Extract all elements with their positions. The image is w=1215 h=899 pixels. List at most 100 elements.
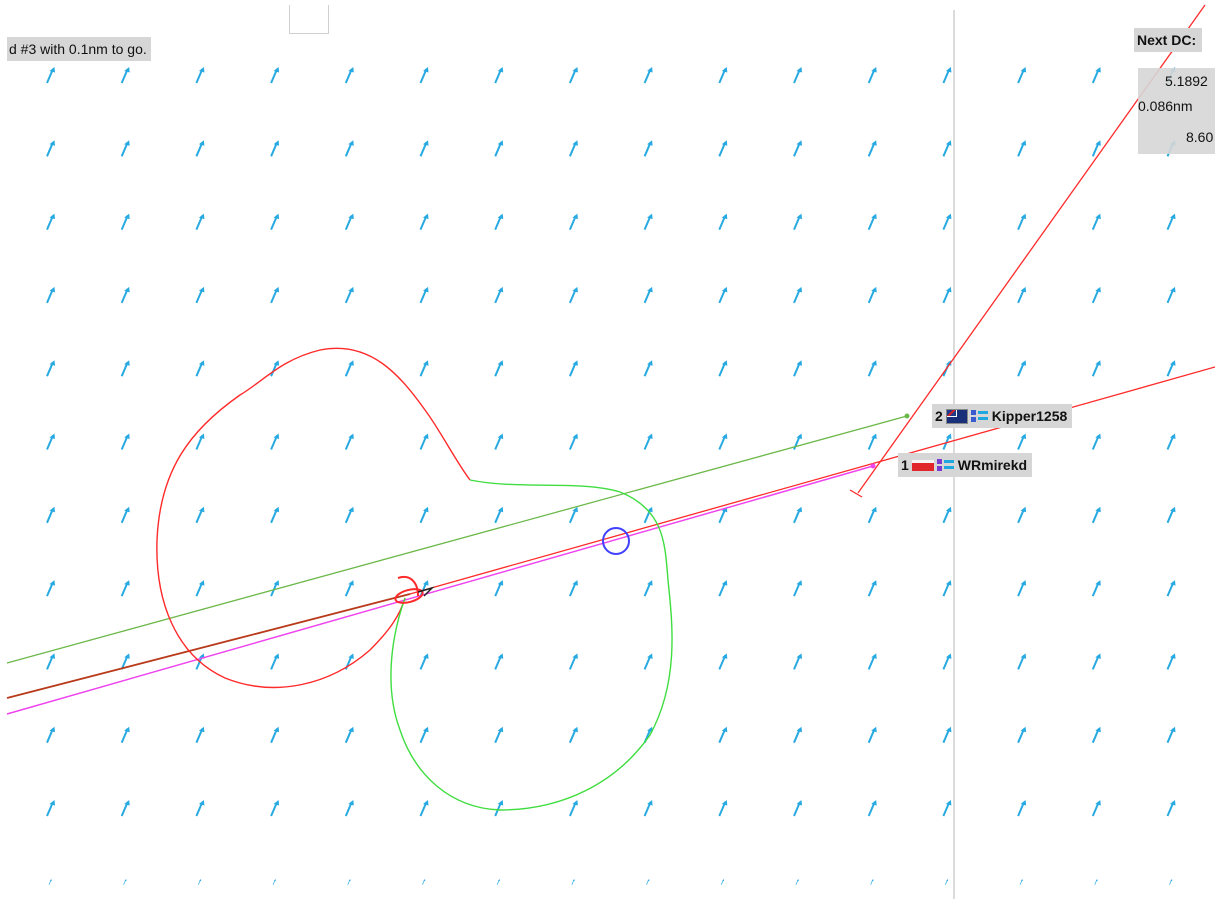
- team-logo-icon: [970, 410, 988, 422]
- wind-arrow-icon: [1017, 67, 1027, 84]
- wind-arrow-icon: [568, 800, 578, 817]
- course-line-red-tick: [849, 489, 863, 498]
- wind-arrow-icon: [643, 360, 653, 377]
- wind-arrow-icon: [272, 879, 276, 885]
- wind-arrow-icon: [1166, 506, 1176, 524]
- boat-icon[interactable]: [394, 576, 435, 605]
- wind-arrow-icon: [344, 67, 354, 84]
- wind-arrow-icon: [1094, 879, 1098, 885]
- wind-arrow-icon: [568, 580, 578, 597]
- wind-arrow-icon: [643, 433, 653, 450]
- wind-arrow-icon: [195, 67, 205, 84]
- wind-arrow-icon: [270, 726, 280, 744]
- wind-arrow-icon: [46, 726, 55, 744]
- wind-arrow-icon: [494, 653, 504, 670]
- wind-arrow-icon: [195, 286, 205, 304]
- wind-arrow-icon: [568, 653, 578, 670]
- wind-arrow-icon: [1166, 213, 1176, 230]
- wind-arrow-icon: [270, 433, 280, 450]
- wind-arrow-icon: [494, 800, 504, 817]
- wind-arrow-icon: [718, 653, 728, 670]
- course-line-red-long: [409, 366, 1215, 595]
- wind-arrow-icon: [344, 506, 354, 524]
- wind-arrow-icon: [793, 213, 802, 230]
- next-dc-title: Next DC:: [1134, 28, 1203, 52]
- wind-arrow-icon: [643, 800, 653, 817]
- wind-arrow-icon: [46, 506, 55, 524]
- wind-arrow-icon: [1091, 360, 1101, 377]
- wind-arrow-icon: [120, 213, 130, 230]
- kipper-position-dot[interactable]: [904, 413, 910, 419]
- wind-arrow-icon: [46, 213, 55, 230]
- boat-label-kipper[interactable]: 2 Kipper1258: [932, 404, 1073, 428]
- target-circle-icon[interactable]: [602, 527, 630, 555]
- team-logo-icon: [936, 459, 954, 471]
- wind-arrow-icon: [867, 726, 877, 744]
- wind-arrow-icon: [643, 653, 653, 670]
- wind-arrow-icon: [1091, 800, 1101, 817]
- course-line-green: [6, 415, 908, 664]
- wrmirekd-position-dot[interactable]: [870, 463, 876, 469]
- wind-arrow-icon: [1169, 879, 1173, 885]
- wind-arrow-icon: [1091, 140, 1101, 157]
- wind-arrow-icon: [718, 140, 728, 157]
- wind-arrow-icon: [120, 433, 130, 450]
- wind-arrow-icon: [1017, 800, 1027, 817]
- wind-arrow-icon: [793, 360, 802, 377]
- wind-arrow-icon: [120, 580, 130, 597]
- next-dc-value-2: 0.086nm: [1138, 98, 1193, 114]
- wind-arrow-icon: [643, 213, 653, 230]
- wind-arrow-icon: [1091, 286, 1101, 304]
- wind-arrow-icon: [195, 580, 205, 597]
- wind-arrow-icon: [46, 140, 55, 157]
- wind-arrow-icon: [643, 140, 653, 157]
- wind-arrow-icon: [718, 580, 728, 597]
- wind-arrow-icon: [571, 879, 575, 885]
- wind-arrow-icon: [120, 286, 130, 304]
- wind-arrow-icon: [195, 140, 205, 157]
- wind-arrow-icon: [494, 67, 504, 84]
- top-panel-box[interactable]: [289, 5, 329, 34]
- wind-arrow-icon: [344, 140, 354, 157]
- wind-arrow-icon: [494, 140, 504, 157]
- wind-arrow-icon: [347, 879, 351, 885]
- wind-arrow-icon: [422, 879, 426, 885]
- wind-arrow-icon: [419, 506, 429, 524]
- wind-arrow-icon: [46, 580, 55, 597]
- wind-arrow-icon: [344, 580, 354, 597]
- wind-arrow-icon: [195, 726, 205, 744]
- wind-arrow-icon: [120, 506, 130, 524]
- wind-arrow-icon: [867, 800, 877, 817]
- wind-arrow-icon: [867, 67, 877, 84]
- wind-arrow-icon: [945, 879, 949, 885]
- wind-arrow-icon: [942, 140, 952, 157]
- wind-arrow-icon: [195, 800, 205, 817]
- boat-label-wrmirekd[interactable]: 1 WRmirekd: [898, 453, 1033, 477]
- wind-arrow-icon: [419, 286, 429, 304]
- wind-arrow-icon: [419, 653, 429, 670]
- course-line-dark-red: [6, 593, 411, 699]
- wind-arrow-icon: [120, 800, 130, 817]
- wind-arrow-icon: [568, 140, 578, 157]
- wind-arrow-icon: [568, 506, 578, 524]
- wind-arrow-icon: [568, 213, 578, 230]
- wind-arrow-icon: [1091, 726, 1101, 744]
- wind-arrow-icon: [793, 726, 802, 744]
- wind-arrow-icon: [120, 67, 130, 84]
- wind-arrow-icon: [1091, 506, 1101, 524]
- wind-arrow-icon: [793, 580, 802, 597]
- wind-arrow-icon: [494, 580, 504, 597]
- wind-arrow-icon: [568, 360, 578, 377]
- wind-arrow-icon: [1166, 433, 1176, 450]
- wind-arrow-icon: [793, 286, 802, 304]
- wind-arrow-icon: [46, 433, 55, 450]
- wind-arrow-icon: [870, 879, 874, 885]
- wind-arrow-icon: [793, 653, 802, 670]
- wind-arrow-icon: [419, 360, 429, 377]
- wind-arrow-icon: [270, 213, 280, 230]
- wind-arrow-icon: [867, 653, 877, 670]
- wind-arrow-icon: [270, 653, 280, 670]
- wind-arrow-icon: [568, 433, 578, 450]
- wind-arrow-icon: [1166, 580, 1176, 597]
